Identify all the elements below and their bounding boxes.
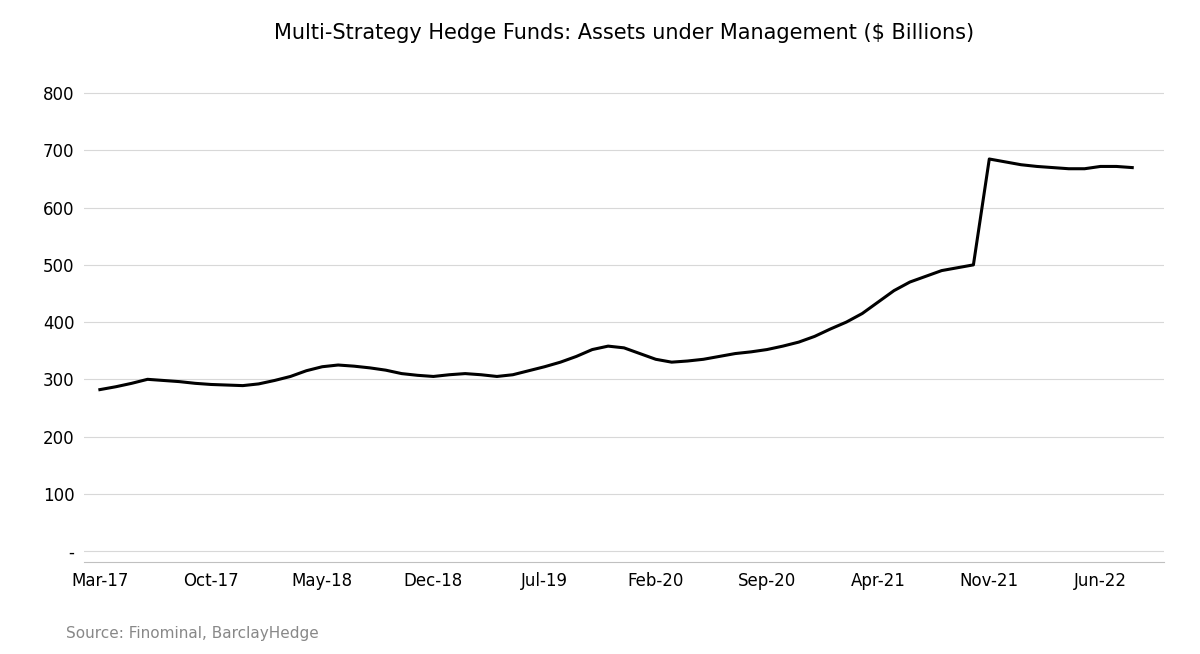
Title: Multi-Strategy Hedge Funds: Assets under Management ($ Billions): Multi-Strategy Hedge Funds: Assets under… [274, 24, 974, 43]
Text: Source: Finominal, BarclayHedge: Source: Finominal, BarclayHedge [66, 626, 319, 641]
